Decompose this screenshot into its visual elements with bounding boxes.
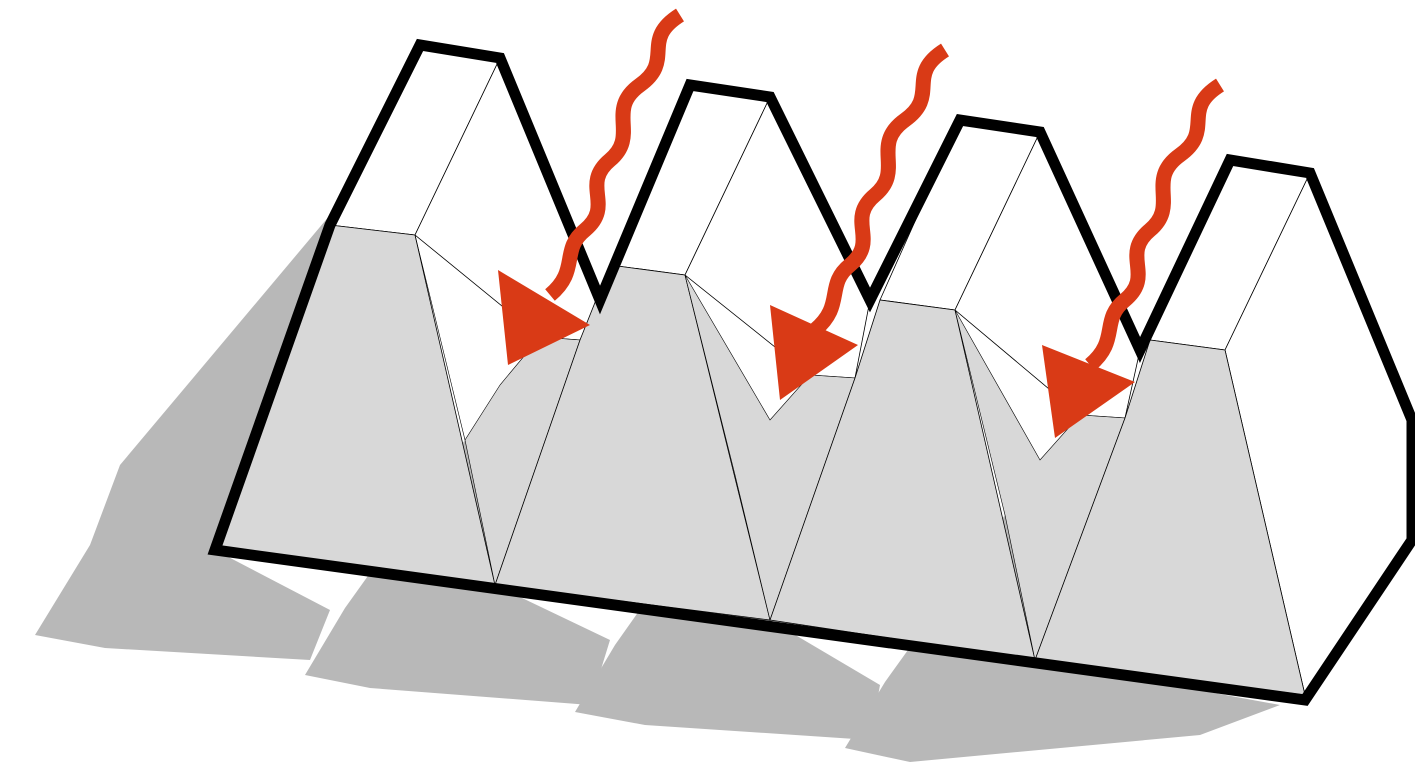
incoming-radiation-arrows	[498, 8, 1225, 438]
shadow-1	[35, 215, 330, 660]
arrow-1-head	[498, 270, 590, 365]
arrow-2-head	[770, 305, 858, 400]
sawtooth-outline	[207, 38, 1415, 706]
arrow-3-wavy-shaft	[1084, 78, 1225, 371]
arrow-2-wavy-shaft	[809, 43, 950, 336]
incoming-radiation-arrow-3	[1042, 78, 1225, 438]
incoming-radiation-arrow-1	[498, 8, 685, 365]
ridge-3	[769, 119, 1141, 662]
arrow-1-wavy-shaft	[544, 8, 685, 301]
arrow-3-head	[1042, 345, 1135, 438]
ridges	[214, 44, 1415, 696]
ridge-1	[214, 44, 601, 587]
incoming-radiation-arrow-2	[770, 43, 950, 400]
ridge-4	[1034, 159, 1415, 696]
